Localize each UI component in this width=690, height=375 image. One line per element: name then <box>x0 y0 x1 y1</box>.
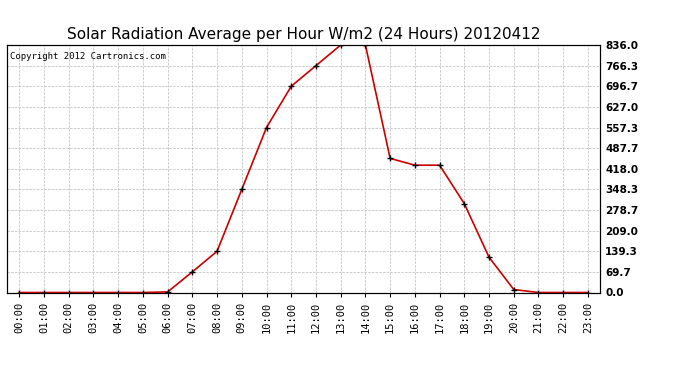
Title: Solar Radiation Average per Hour W/m2 (24 Hours) 20120412: Solar Radiation Average per Hour W/m2 (2… <box>67 27 540 42</box>
Text: Copyright 2012 Cartronics.com: Copyright 2012 Cartronics.com <box>10 53 166 62</box>
